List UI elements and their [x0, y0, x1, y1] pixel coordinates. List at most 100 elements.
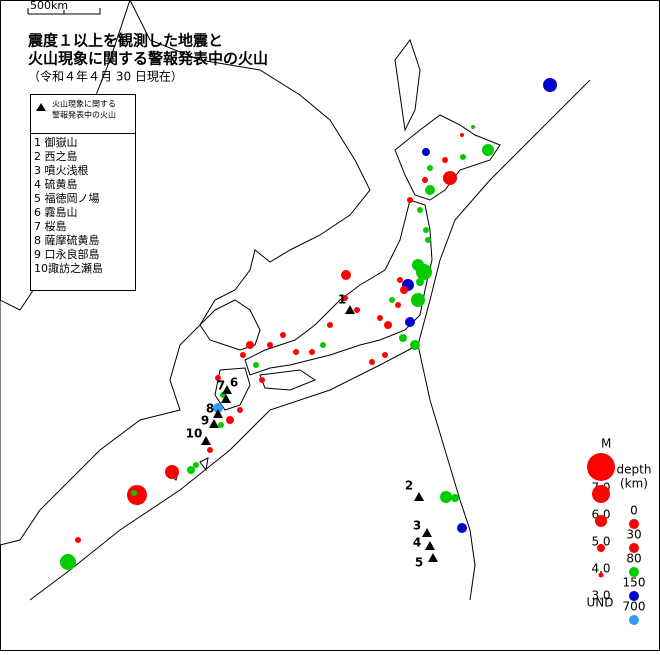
earthquake: [543, 78, 557, 92]
volcano-number: 3: [413, 519, 421, 533]
hokkaido: [394, 114, 501, 201]
depth-symbol: [629, 567, 639, 577]
depth-label: 80: [626, 552, 641, 566]
volcano-marker: [209, 419, 219, 428]
volcano-list-item: 7 桜島: [34, 219, 67, 233]
depth-symbol: [629, 615, 639, 625]
scale-label: 500km: [30, 0, 68, 12]
volcano-number: 1: [338, 293, 346, 307]
volcano-number: 4: [413, 536, 421, 550]
magnitude-symbol: [592, 485, 610, 503]
volcano-list-item: 3 噴火浅根: [34, 163, 89, 177]
depth-label: 30: [626, 528, 641, 542]
depth-symbol: [629, 519, 639, 529]
volcano-list-item: 5 福徳岡ノ場: [34, 191, 100, 205]
earthquake: [416, 278, 424, 286]
earthquake: [440, 491, 452, 503]
date: （令和４年４月 30 日現在）: [28, 69, 183, 84]
magnitude-symbol: [587, 453, 615, 481]
earthquake: [267, 342, 273, 348]
earthquake: [407, 197, 413, 203]
volcano-marker: [422, 528, 432, 537]
earthquake: [382, 352, 388, 358]
earthquake: [423, 227, 429, 233]
volcano-number: 6: [230, 376, 238, 390]
legend-symbol-text: 火山現象に関する: [52, 99, 116, 109]
und-label: UND: [587, 596, 614, 610]
volcano-marker: [221, 394, 231, 403]
earthquake: [75, 537, 81, 543]
earthquake: [425, 237, 431, 243]
scale-bar: [27, 8, 101, 15]
earthquake: [422, 148, 430, 156]
magnitude-title: M: [601, 437, 611, 451]
depth-label: 700: [623, 600, 646, 614]
earthquake: [457, 523, 467, 533]
volcano-number: 2: [405, 479, 413, 493]
magnitude-label: 5.0: [591, 535, 610, 549]
volcano-marker: [345, 305, 355, 314]
earthquake: [460, 154, 466, 160]
volcano-list-item: 1 御嶽山: [34, 135, 78, 149]
earthquake: [226, 416, 234, 424]
legend-symbol-text: 警報発表中の火山: [52, 110, 116, 120]
earthquake: [399, 334, 407, 342]
earthquake: [425, 185, 435, 195]
earthquake: [320, 342, 326, 348]
magnitude-symbol: [598, 572, 604, 578]
earthquake: [471, 125, 475, 129]
volcano-marker: [425, 541, 435, 550]
volcano-number: 5: [415, 556, 423, 570]
magnitude-symbol: [597, 544, 605, 552]
earthquake: [377, 315, 383, 321]
volcano-number: 9: [201, 414, 209, 428]
earthquake: [369, 359, 375, 365]
earthquake: [417, 207, 423, 213]
earthquake: [309, 349, 315, 355]
earthquake: [389, 297, 395, 303]
earthquake: [416, 264, 432, 280]
earthquake: [215, 375, 221, 381]
earthquake: [384, 321, 392, 329]
earthquake: [405, 317, 415, 327]
depth-label: 0: [630, 504, 638, 518]
volcano-marker: [428, 553, 438, 562]
volcano-marker: [222, 385, 232, 394]
earthquake: [451, 494, 459, 502]
earthquake: [253, 362, 259, 368]
earthquake: [397, 277, 403, 283]
earthquake: [207, 447, 213, 453]
depth-title: depth: [617, 463, 652, 477]
earthquake: [131, 490, 137, 496]
earthquake: [427, 165, 433, 171]
earthquake: [165, 465, 179, 479]
title: 火山現象に関する警報発表中の火山: [28, 50, 268, 68]
earthquake: [327, 322, 333, 328]
earthquake: [280, 332, 286, 338]
earthquake: [395, 302, 401, 308]
earthquake: [213, 403, 223, 413]
earthquake: [354, 307, 360, 313]
volcano-marker: [414, 492, 424, 501]
volcano-number: 10: [186, 427, 203, 441]
earthquake: [410, 340, 420, 350]
volcano-number: 7: [217, 379, 225, 393]
depth-label: 150: [623, 576, 646, 590]
earthquake: [240, 352, 246, 358]
sakhalin-kurils: [394, 38, 421, 132]
volcano-list-item: 2 西之島: [34, 149, 78, 163]
volcano-marker: [201, 436, 211, 445]
earthquake: [460, 133, 464, 137]
earthquake: [400, 286, 408, 294]
volcano-list-item: 6 霧島山: [34, 205, 78, 219]
earthquake: [482, 144, 494, 156]
title: 震度１以上を観測した地震と: [28, 32, 223, 50]
volcano-list-item: 10諏訪之瀬島: [34, 261, 103, 275]
magnitude-label: 4.0: [591, 562, 610, 576]
magnitude-label: 3.0: [591, 589, 610, 603]
earthquake: [60, 554, 76, 570]
honshu: [244, 199, 433, 376]
korea-coast: [199, 299, 261, 351]
earthquake: [341, 270, 351, 280]
